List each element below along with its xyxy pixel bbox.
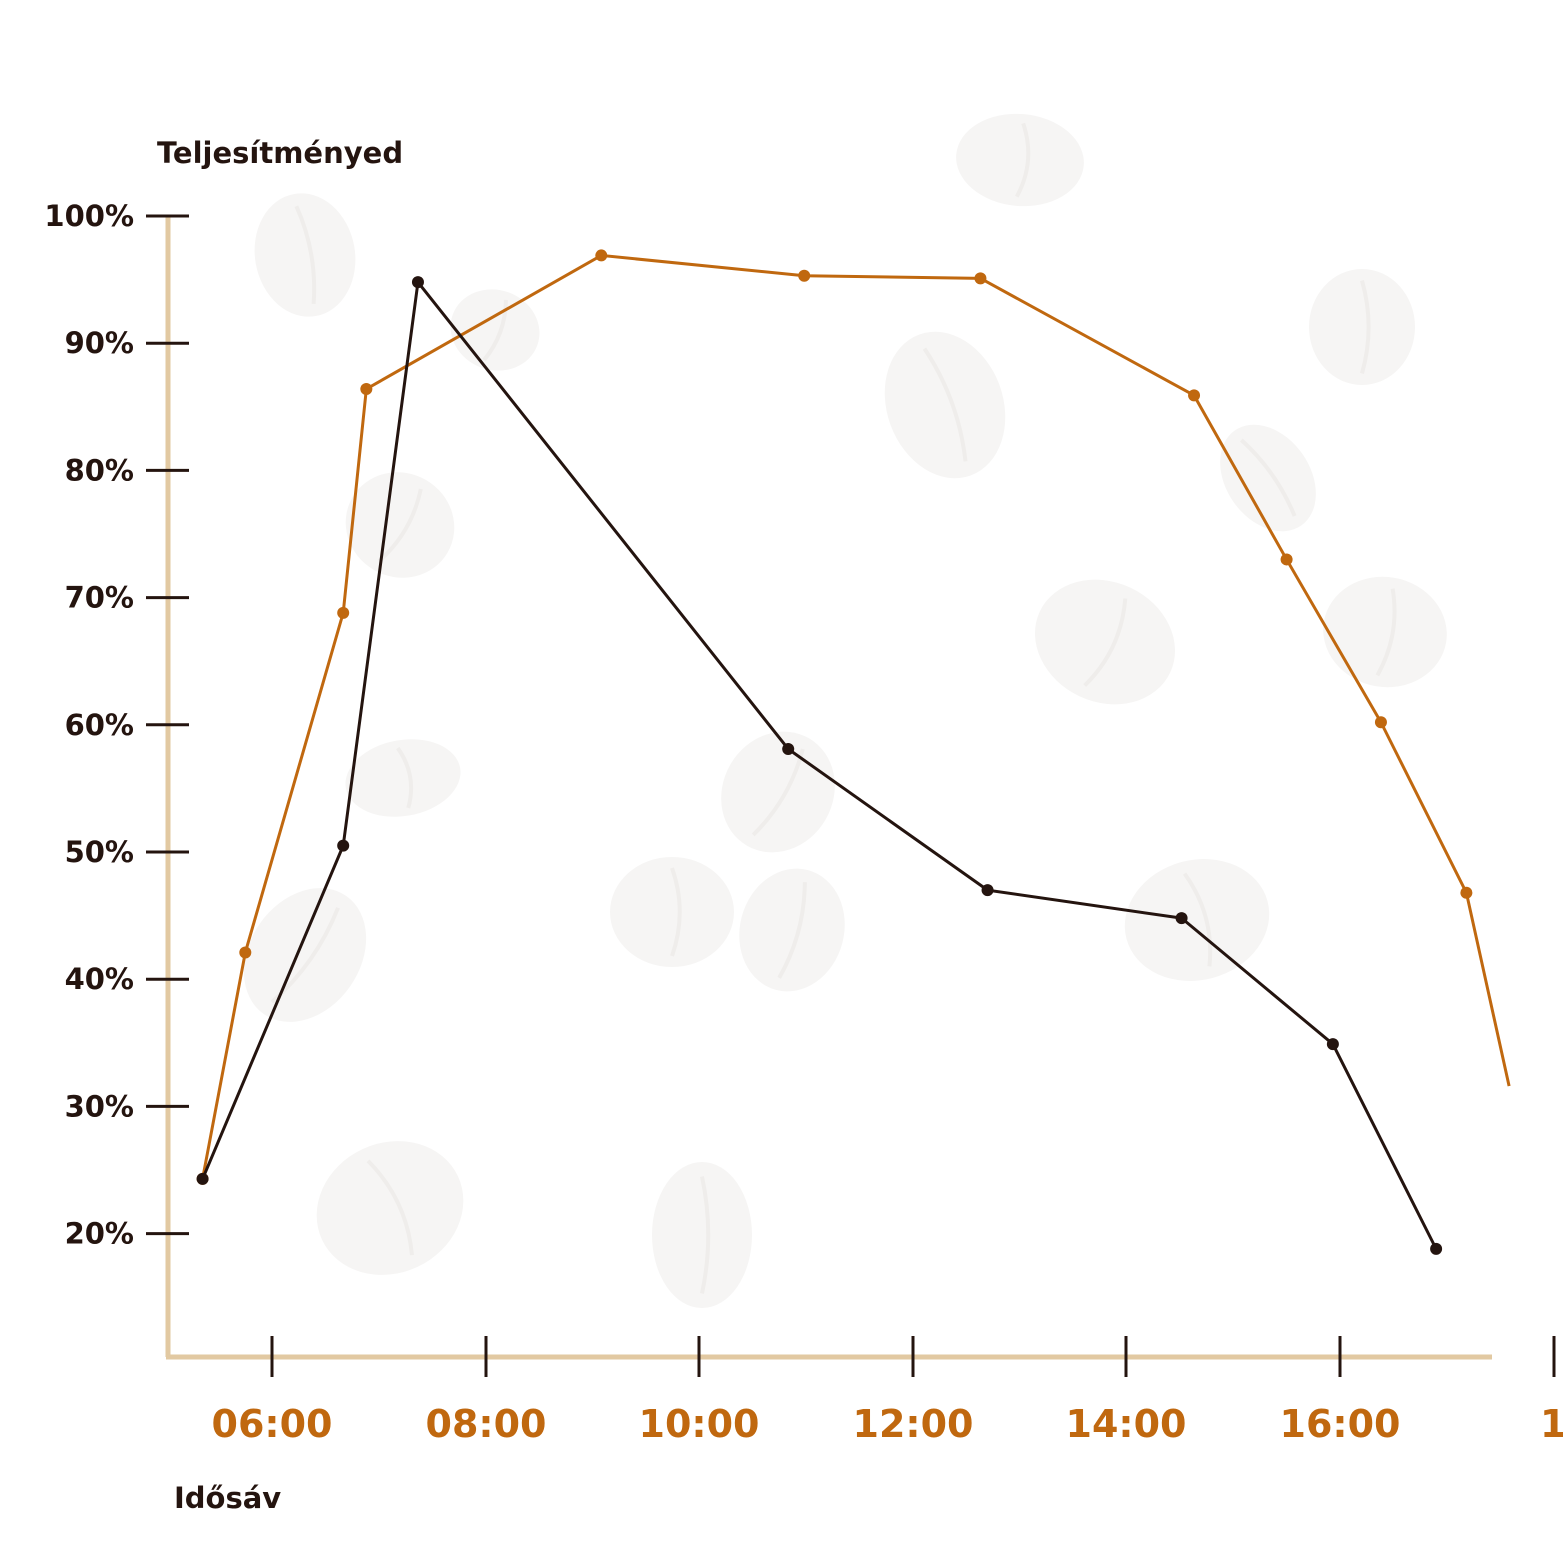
y-axis-ticks: 100% 90% 80% 70% 60% 50% 40% 30% 20% <box>44 199 189 1251</box>
series-1-point <box>974 272 987 285</box>
series-line-2 <box>201 280 1438 1250</box>
series-2-point <box>1326 1038 1339 1051</box>
x-tick-label: 12:00 <box>853 1402 974 1446</box>
coffee-bean-2 <box>956 113 1084 207</box>
y-tick-label: 70% <box>65 581 134 615</box>
y-tick-label: 90% <box>65 326 134 360</box>
series-1-point <box>239 946 252 959</box>
coffee-bean-12 <box>610 857 734 967</box>
coffee-bean-13 <box>739 868 845 992</box>
y-tick-label: 50% <box>65 835 134 869</box>
series-2-point <box>1430 1242 1443 1255</box>
y-tick-label: 60% <box>65 708 134 742</box>
x-tick-label: 06:00 <box>212 1402 333 1446</box>
series-1-point <box>1188 389 1201 402</box>
x-tick-label: 14:00 <box>1066 1402 1187 1446</box>
coffee-bean-7 <box>1220 424 1316 532</box>
series-2-point <box>782 742 795 755</box>
series-1-point <box>1460 886 1473 899</box>
y-tick-label: 100% <box>44 199 134 233</box>
series-layer <box>196 249 1511 1255</box>
coffee-bean-1 <box>254 193 356 317</box>
coffee-bean-9 <box>1323 576 1447 688</box>
series-line-1 <box>201 253 1511 1180</box>
series-2-point <box>337 839 350 852</box>
series-1-point <box>595 249 608 262</box>
coffee-bean-17 <box>652 1162 752 1308</box>
coffee-bean-4 <box>884 331 1006 479</box>
coffee-bean-background <box>243 113 1447 1308</box>
x-tick-label: 08:00 <box>426 1402 547 1446</box>
x-tick-label: 10:00 <box>639 1402 760 1446</box>
x-axis-title: Idősáv <box>174 1481 281 1515</box>
series-2-point <box>981 884 994 897</box>
series-1-point <box>360 382 373 395</box>
series-1-point <box>798 269 811 282</box>
x-axis-ticks: 06:00 08:00 10:00 12:00 14:00 16:00 18. <box>212 1336 1563 1446</box>
series-1-point <box>1280 553 1293 566</box>
coffee-bean-5 <box>1309 269 1415 385</box>
series-1-point <box>1374 716 1387 729</box>
series-2-point <box>1175 912 1188 925</box>
coffee-bean-6 <box>345 472 455 578</box>
series-2-point <box>411 276 424 289</box>
coffee-bean-8 <box>1034 579 1176 705</box>
y-tick-label: 80% <box>65 453 134 487</box>
coffee-bean-14 <box>1124 859 1270 981</box>
x-tick-label: 16:00 <box>1280 1402 1401 1446</box>
coffee-bean-16 <box>316 1141 464 1275</box>
y-tick-label: 20% <box>65 1217 134 1251</box>
series-1-point <box>337 606 350 619</box>
coffee-bean-10 <box>345 739 461 817</box>
y-tick-label: 30% <box>65 1089 134 1123</box>
y-tick-label: 40% <box>65 962 134 996</box>
y-axis-title: Teljesítményed <box>157 136 403 170</box>
x-tick-label: 18. <box>1540 1402 1563 1446</box>
series-2-point <box>196 1172 209 1185</box>
